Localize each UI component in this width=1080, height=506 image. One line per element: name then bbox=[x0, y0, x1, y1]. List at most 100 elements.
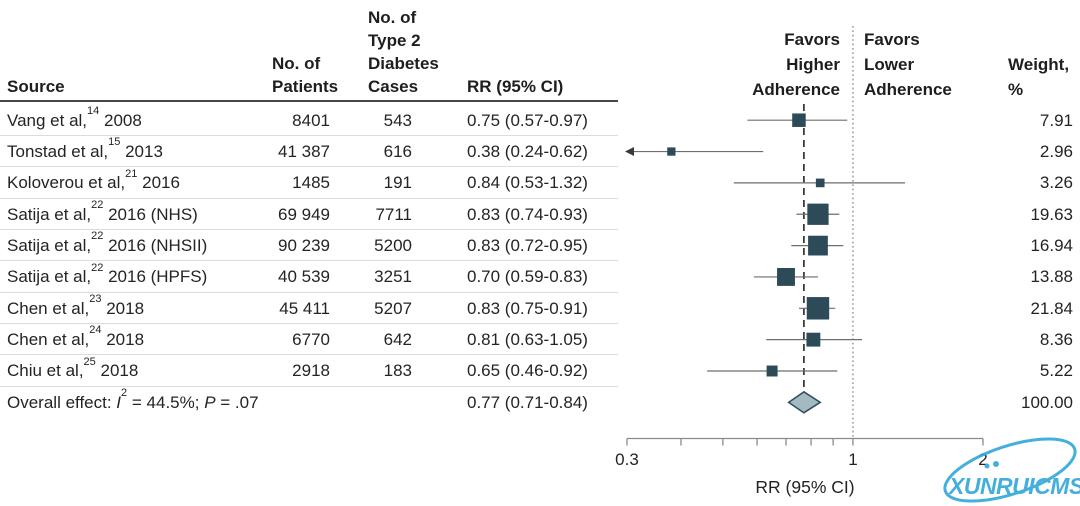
rr-cell: 0.83 (0.72-0.95) bbox=[467, 235, 588, 255]
column-header-rr: RR (95% CI) bbox=[467, 77, 564, 96]
table-row: Satija et al,22 2016 (NHSII) 90 239 5200… bbox=[0, 230, 1080, 262]
overall-weight-cell: 100.00 bbox=[1021, 392, 1073, 412]
weight-cell: 13.88 bbox=[1030, 267, 1073, 287]
column-header-cases: No. of Type 2 Diabetes Cases bbox=[368, 6, 439, 98]
column-header-weight: Weight, % bbox=[1008, 52, 1069, 102]
effect-square bbox=[807, 203, 829, 225]
patients-cell: 69 949 bbox=[278, 204, 330, 224]
reference-superscript: 23 bbox=[89, 292, 102, 305]
reference-superscript: 15 bbox=[108, 136, 121, 149]
watermark: XUNRUICMS bbox=[943, 437, 1080, 503]
reference-superscript: 14 bbox=[87, 104, 100, 117]
weight-cell: 7.91 bbox=[1039, 110, 1073, 130]
effect-square bbox=[777, 268, 795, 286]
weight-cell: 21.84 bbox=[1030, 298, 1073, 318]
effect-square bbox=[792, 113, 806, 127]
table-row: Satija et al,22 2016 (NHS) 69 949 7711 0… bbox=[0, 198, 1080, 231]
rr-cell: 0.75 (0.57-0.97) bbox=[467, 110, 588, 130]
overall-effect-label: Overall effect: I2 = 44.5%; P = .07 bbox=[7, 386, 259, 412]
patients-cell: 1485 bbox=[292, 173, 330, 193]
header-rule bbox=[0, 100, 618, 102]
ci-arrow-left-icon bbox=[625, 147, 634, 157]
i-squared-superscript: 2 bbox=[121, 386, 128, 399]
rr-cell: 0.65 (0.46-0.92) bbox=[467, 361, 588, 381]
source-cell: Satija et al,22 2016 (NHSII) bbox=[7, 230, 208, 255]
column-header-line: % bbox=[1008, 80, 1024, 99]
watermark-dot-icon bbox=[993, 461, 999, 467]
effect-square bbox=[808, 235, 828, 256]
cases-cell: 3251 bbox=[374, 267, 412, 287]
reference-superscript: 22 bbox=[91, 230, 104, 243]
weight-cell: 3.26 bbox=[1039, 173, 1073, 193]
column-header-line: Patients bbox=[272, 77, 339, 96]
column-header-patients: No. of Patients bbox=[272, 52, 338, 98]
reference-superscript: 21 bbox=[125, 167, 138, 180]
favors-line: Lower bbox=[864, 55, 915, 74]
cases-cell: 5200 bbox=[374, 235, 412, 255]
rr-cell: 0.81 (0.63-1.05) bbox=[467, 329, 588, 349]
overall-effect-row: Overall effect: I2 = 44.5%; P = .07 0.77… bbox=[0, 387, 1080, 418]
source-cell: Koloverou et al,21 2016 bbox=[7, 167, 180, 193]
source-cell: Satija et al,22 2016 (NHS) bbox=[7, 198, 198, 224]
rr-cell: 0.83 (0.74-0.93) bbox=[467, 204, 588, 224]
rr-cell: 0.70 (0.59-0.83) bbox=[467, 267, 588, 287]
reference-superscript: 25 bbox=[83, 355, 96, 368]
patients-cell: 40 539 bbox=[278, 267, 330, 287]
patients-cell: 6770 bbox=[292, 329, 330, 349]
source-cell: Chen et al,24 2018 bbox=[7, 324, 145, 349]
column-header-line: No. of bbox=[368, 8, 417, 27]
cases-cell: 543 bbox=[383, 110, 412, 130]
column-header-line: Weight, bbox=[1008, 55, 1070, 74]
column-header-line: Cases bbox=[368, 77, 419, 96]
table-row: Tonstad et al,15 2013 41 387 616 0.38 (0… bbox=[0, 136, 1080, 168]
patients-cell: 8401 bbox=[292, 110, 330, 130]
source-cell: Tonstad et al,15 2013 bbox=[7, 136, 163, 161]
reference-superscript: 24 bbox=[89, 324, 102, 337]
axis-tick-label: 0.3 bbox=[615, 450, 639, 469]
favors-line: Higher bbox=[786, 55, 840, 74]
favors-line: Adherence bbox=[864, 80, 952, 99]
column-header-line: Type 2 bbox=[368, 31, 421, 50]
patients-cell: 45 411 bbox=[279, 298, 330, 318]
favors-line: Favors bbox=[784, 30, 840, 49]
favors-line: Adherence bbox=[752, 80, 840, 99]
weight-cell: 19.63 bbox=[1030, 204, 1073, 224]
axis-tick-label: 2 bbox=[978, 450, 987, 469]
column-header-line: No. of bbox=[272, 54, 321, 73]
effect-square bbox=[806, 297, 830, 320]
column-header-line: Diabetes bbox=[368, 54, 439, 73]
rr-cell: 0.84 (0.53-1.32) bbox=[467, 173, 588, 193]
effect-square bbox=[766, 365, 778, 377]
cases-cell: 642 bbox=[383, 329, 412, 349]
favors-lower-adherence-label: Favors Lower Adherence bbox=[864, 27, 952, 102]
source-cell: Vang et al,14 2008 bbox=[7, 104, 142, 130]
cases-cell: 5207 bbox=[374, 298, 412, 318]
watermark-dot-icon bbox=[984, 463, 990, 469]
patients-cell: 41 387 bbox=[278, 141, 330, 161]
source-cell: Satija et al,22 2016 (HPFS) bbox=[7, 261, 208, 287]
cases-cell: 191 bbox=[383, 173, 412, 193]
watermark-text: XUNRUICMS bbox=[947, 473, 1080, 499]
overall-rr-cell: 0.77 (0.71-0.84) bbox=[467, 392, 588, 412]
source-cell: Chiu et al,25 2018 bbox=[7, 355, 139, 381]
table-row: Chiu et al,25 2018 2918 183 0.65 (0.46-0… bbox=[0, 355, 1080, 387]
table-row: Vang et al,14 2008 8401 543 0.75 (0.57-0… bbox=[0, 104, 1080, 137]
cases-cell: 616 bbox=[383, 141, 412, 161]
patients-cell: 2918 bbox=[292, 361, 330, 381]
table-row: Chen et al,24 2018 6770 642 0.81 (0.63-1… bbox=[0, 324, 1080, 356]
watermark-swoosh-icon bbox=[943, 437, 1077, 503]
effect-square bbox=[815, 178, 825, 188]
axis-tick-label: 1 bbox=[848, 450, 857, 469]
source-cell: Chen et al,23 2018 bbox=[7, 292, 145, 318]
rr-cell: 0.83 (0.75-0.91) bbox=[467, 298, 588, 318]
weight-cell: 8.36 bbox=[1039, 329, 1073, 349]
favors-higher-adherence-label: Favors Higher Adherence bbox=[640, 27, 840, 102]
table-row: Satija et al,22 2016 (HPFS) 40 539 3251 … bbox=[0, 261, 1080, 293]
weight-cell: 5.22 bbox=[1039, 361, 1073, 381]
cases-cell: 183 bbox=[383, 361, 412, 381]
table-row: Chen et al,23 2018 45 411 5207 0.83 (0.7… bbox=[0, 292, 1080, 325]
overall-diamond bbox=[787, 390, 822, 414]
weight-cell: 2.96 bbox=[1039, 141, 1073, 161]
